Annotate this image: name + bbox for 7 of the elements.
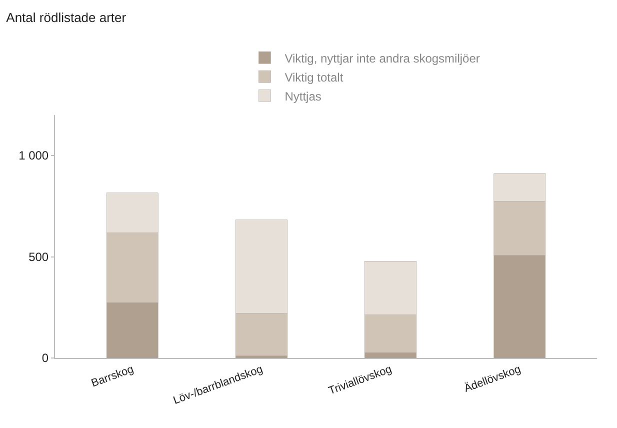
legend-label: Viktig totalt <box>284 70 344 84</box>
y-tick-label: 500 <box>28 250 49 264</box>
legend-label: Nyttjas <box>284 89 322 104</box>
y-tick-label: 0 <box>42 351 49 366</box>
y-tick-label: 1 000 <box>18 148 49 163</box>
chart-title: Antal rödlistade arter <box>6 10 127 25</box>
legend-label: Viktig, nyttjar inte andra skogsmiljöer <box>284 51 480 66</box>
